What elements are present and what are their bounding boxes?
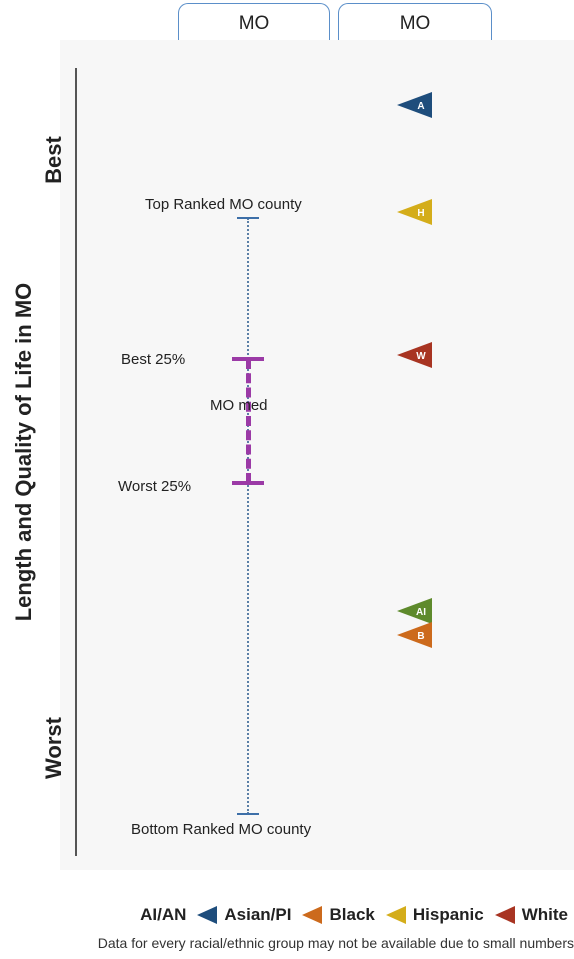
tab-mo-2[interactable]: MO [338,3,492,40]
best-quartile-label: Best 25% [121,351,186,368]
marker-shape-asian-pi [397,91,432,118]
legend-label-hispanic: Hispanic [412,905,484,924]
marker-letter-hispanic: H [417,208,424,219]
marker-letter-asian-pi: A [417,101,424,112]
top-county-label: Top Ranked MO county [145,196,302,213]
marker-hispanic: H [397,199,432,226]
median-label: MO med [210,397,268,414]
marker-letter-black: B [417,631,424,642]
worst-quartile-cap [232,481,264,485]
triangle-marker-icon [385,906,406,924]
legend-item-hispanic: Hispanic [385,905,484,925]
marker-white: W [397,342,432,369]
marker-asian-pi: A [397,91,432,118]
legend-item-white: White [494,905,568,925]
legend: AI/AN Asian/PI Black Hispanic White [0,902,574,928]
marker-shape-ai-an [397,598,432,625]
marker-letter-ai-an: AI [416,607,426,618]
marker-letter-white: W [416,351,426,362]
footnote: Data for every racial/ethnic group may n… [97,935,574,951]
legend-label-black: Black [329,905,375,924]
bottom-county-tick [237,813,259,815]
top-county-tick [237,217,259,219]
axis-divider [75,68,77,856]
marker-black: B [397,622,432,649]
worst-label: Worst [41,717,66,779]
marker-shape-white [397,342,432,369]
county-range-axis [247,218,249,814]
plot-area [60,40,574,870]
marker-ai-an: AI [397,598,432,625]
triangle-marker-icon [494,906,515,924]
y-axis-title: Length and Quality of Life in MO [11,282,36,622]
best-quartile-cap [232,357,264,361]
worst-quartile-label: Worst 25% [118,478,192,495]
interquartile-range-bar [246,359,251,483]
bottom-county-label: Bottom Ranked MO county [131,821,312,838]
legend-item-ai-an: AI/AN [140,905,186,925]
tab-mo-1[interactable]: MO [178,3,330,40]
legend-item-black: Black [301,905,375,925]
legend-label-asian-pi: Asian/PI [224,905,292,924]
legend-label-ai-an: AI/AN [140,905,187,924]
triangle-marker-icon [302,906,323,924]
marker-shape-black [397,622,432,649]
triangle-marker-icon [197,906,218,924]
legend-item-asian-pi: Asian/PI [196,905,291,925]
marker-shape-hispanic [397,199,432,226]
legend-label-white: White [521,905,568,924]
best-label: Best [41,136,66,184]
